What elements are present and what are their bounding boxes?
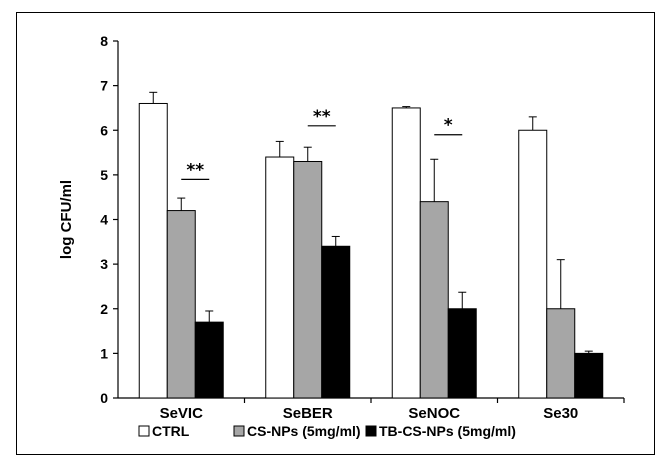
bar-ctrl-sevic <box>138 102 168 399</box>
bar-ctrl-se30 <box>518 129 548 399</box>
y-tick-label: 8 <box>100 33 108 49</box>
bar-tb-cs-nps-sevic <box>194 321 224 399</box>
bar-ctrl-senoc <box>391 107 421 399</box>
bar-cs-nps-seber <box>293 160 323 399</box>
y-tick-label: 2 <box>100 301 108 317</box>
bar-cs-nps-senoc <box>419 201 449 399</box>
x-tick-label: Se30 <box>543 405 578 422</box>
y-tick-label: 4 <box>100 212 108 228</box>
y-tick-label: 5 <box>100 167 108 183</box>
legend-swatch-2 <box>365 425 377 437</box>
x-tick-label: SeBER <box>283 405 333 422</box>
bar-tb-cs-nps-seber <box>321 245 351 399</box>
y-tick-label: 7 <box>100 78 108 94</box>
x-tick-label: SeNOC <box>408 405 460 422</box>
legend-label-2: TB-CS-NPs (5mg/ml) <box>379 423 516 439</box>
bar-ctrl-seber <box>265 156 295 399</box>
bar-tb-cs-nps-se30 <box>574 352 604 399</box>
x-tick-label: SeVIC <box>160 405 204 422</box>
bar-cs-nps-se30 <box>546 308 576 399</box>
significance-label: * <box>444 116 453 136</box>
y-tick-label: 0 <box>100 390 108 406</box>
legend-label-1: CS-NPs (5mg/ml) <box>247 423 361 439</box>
y-tick-label: 1 <box>100 345 108 361</box>
legend-swatch-1 <box>233 425 245 437</box>
legend-swatch-0 <box>138 425 150 437</box>
bar-cs-nps-sevic <box>166 210 196 399</box>
bar-tb-cs-nps-senoc <box>447 308 477 399</box>
y-axis-label: log CFU/ml <box>58 180 75 259</box>
significance-label: ** <box>313 107 331 127</box>
y-tick-label: 3 <box>100 256 108 272</box>
significance-label: ** <box>186 160 204 180</box>
y-tick-label: 6 <box>100 122 108 138</box>
legend-label-0: CTRL <box>152 423 190 439</box>
